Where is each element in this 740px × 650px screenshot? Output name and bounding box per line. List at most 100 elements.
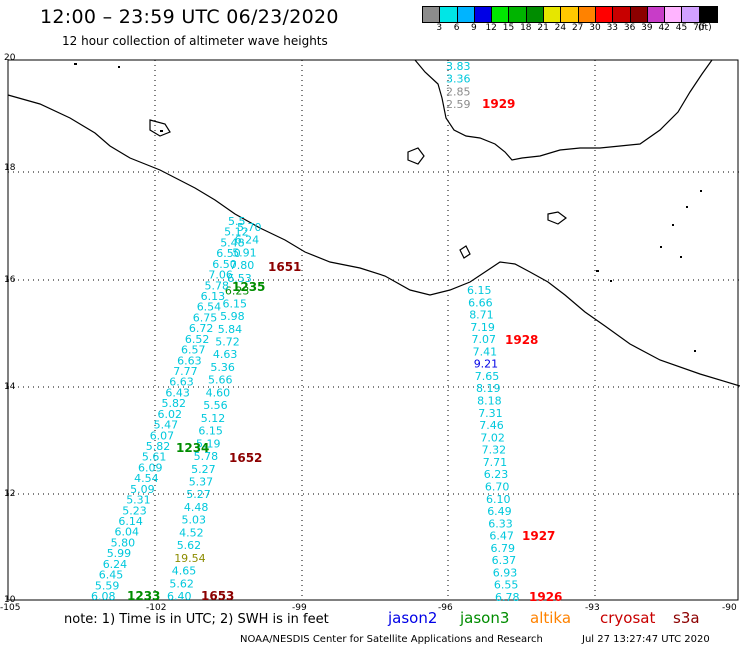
wave-height-value: 6.33 <box>488 517 513 530</box>
x-tick: -105 <box>0 603 20 613</box>
color-legend-labels: 3 6 9 12 15 18 21 24 27 30 33 36 39 42 45 70 (ft) <box>422 23 730 35</box>
wave-height-value: 6.37 <box>492 554 516 567</box>
footer-credit: NOAA/NESDIS Center for Satellite Applica… <box>240 634 543 645</box>
pass-time-label: 1926 <box>529 590 562 604</box>
wave-height-value: 5.36 <box>210 361 235 374</box>
legend-swatch <box>423 7 441 22</box>
pass-time-label: 1234 <box>176 441 209 455</box>
wave-height-value: 6.45 <box>99 569 124 582</box>
legend-label: 12 <box>485 23 497 33</box>
wave-height-value: 6.70 <box>485 481 510 494</box>
y-tick: 12 <box>4 489 15 499</box>
wave-height-value: 5.19 <box>196 437 221 450</box>
wave-height-value: 4.60 <box>206 386 231 399</box>
wave-height-value: 6.52 <box>185 333 210 346</box>
wave-height-value: 6.02 <box>158 408 183 421</box>
legend-swatch <box>630 7 648 22</box>
wave-height-value: 6.57 <box>181 344 206 357</box>
wave-height-value: 5.12 <box>201 412 226 425</box>
wave-height-value: 7.46 <box>479 419 504 432</box>
legend-label: 39 <box>641 23 653 33</box>
legend-swatch <box>561 7 579 22</box>
page-title: 12:00 – 23:59 UTC 06/23/2020 <box>40 6 339 28</box>
wave-height-value: 6.78 <box>495 591 520 604</box>
legend-label: 24 <box>554 23 567 33</box>
wave-height-value: 5.82 <box>162 397 187 410</box>
pass-time-labels: 1233 1234 1235 1651 1652 1653 1929 1928 … <box>127 97 562 604</box>
legend-swatch <box>440 7 458 22</box>
wave-height-value: 6.75 <box>193 311 218 324</box>
legend-swatch <box>509 7 527 22</box>
pass-time-label: 1652 <box>229 451 262 465</box>
legend-label: 42 <box>658 23 670 33</box>
coastline <box>7 59 740 387</box>
track-values: 5.706.245.917.806.536.236.155.985.845.72… <box>91 60 520 604</box>
wave-height-value: 5.47 <box>154 419 179 432</box>
y-tick: 16 <box>4 275 16 285</box>
mission-cryosat: cryosat <box>600 609 656 627</box>
y-tick: 18 <box>4 163 16 173</box>
pass-time-label: 1651 <box>268 260 301 274</box>
wave-height-value: 6.10 <box>486 493 511 506</box>
wave-height-value: 8.18 <box>477 395 502 408</box>
wave-height-value: 7.32 <box>482 444 507 457</box>
x-tick: -90 <box>722 603 737 613</box>
wave-height-value: 5.98 <box>220 310 245 323</box>
wave-height-value: 6.40 <box>167 590 192 603</box>
wave-height-value: 9.21 <box>474 358 499 371</box>
wave-height-value: 4.63 <box>213 348 238 361</box>
mission-altika: altika <box>530 609 572 627</box>
wave-height-value: 7.07 <box>472 333 497 346</box>
y-axis-ticks: 20 18 16 14 12 10 <box>4 53 16 605</box>
legend-swatch <box>682 7 700 22</box>
wave-height-value: 2.59 <box>446 98 471 111</box>
legend-swatch <box>647 7 666 22</box>
wave-height-value: 8.19 <box>476 382 501 395</box>
wave-height-value: 6.72 <box>189 322 214 335</box>
wave-height-value: 5.80 <box>111 536 136 549</box>
wave-height-value: 6.09 <box>138 461 163 474</box>
wave-height-value: 5.59 <box>95 579 120 592</box>
page-subtitle: 12 hour collection of altimeter wave hei… <box>62 34 328 48</box>
wave-height-value: 2.85 <box>446 85 471 98</box>
wave-height-value: 7.31 <box>478 407 503 420</box>
legend-label: 27 <box>571 23 584 33</box>
wave-height-value: 5.78 <box>194 450 219 463</box>
legend-label: 9 <box>471 23 477 33</box>
wave-height-value: 6.15 <box>467 284 492 297</box>
x-tick: -99 <box>292 603 307 613</box>
wave-height-value: 5.70 <box>237 221 262 234</box>
wave-height-value: 5.99 <box>107 547 132 560</box>
y-tick: 10 <box>4 595 16 605</box>
wave-height-value: 6.50 <box>216 247 241 260</box>
legend-swatch <box>457 7 475 22</box>
wave-height-value: 5.62 <box>169 577 194 590</box>
wave-height-value: 6.08 <box>91 590 116 603</box>
legend-label: 6 <box>453 23 460 33</box>
legend-label: 21 <box>537 23 549 33</box>
wave-height-value: 5.82 <box>146 440 171 453</box>
wave-height-value: 6.04 <box>115 526 140 539</box>
wave-height-value: 5.84 <box>218 323 243 336</box>
y-tick: 20 <box>4 53 16 63</box>
small-islands <box>74 63 702 352</box>
y-tick: 14 <box>4 382 16 392</box>
wave-height-value: 5.5 <box>228 215 246 228</box>
wave-height-value: 6.13 <box>201 290 226 303</box>
wave-height-value: 7.65 <box>475 370 500 383</box>
wave-height-value: 6.23 <box>484 468 509 481</box>
wave-height-value: 3.83 <box>446 60 471 73</box>
wave-height-value: 5.03 <box>182 514 207 527</box>
footer-timestamp: Jul 27 13:27:47 UTC 2020 <box>582 634 710 645</box>
wave-height-value: 5.56 <box>203 399 228 412</box>
wave-height-value: 8.71 <box>469 309 494 322</box>
legend-swatch <box>474 7 493 22</box>
x-tick: -96 <box>438 603 453 613</box>
wave-height-value: 6.14 <box>118 515 142 528</box>
wave-height-value: 6.23 <box>225 285 250 298</box>
wave-height-value: 6.54 <box>197 301 222 314</box>
legend-swatch <box>492 7 510 22</box>
grid-lines <box>8 60 740 600</box>
legend-swatch <box>595 7 614 22</box>
wave-height-value: 5.72 <box>215 336 240 349</box>
